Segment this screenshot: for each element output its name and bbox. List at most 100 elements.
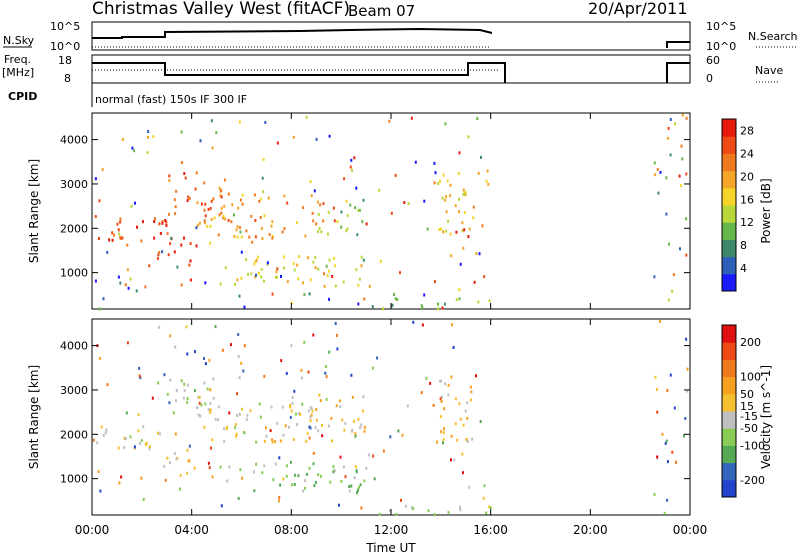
heatmap-cell <box>165 224 168 227</box>
heatmap-cell <box>311 409 314 413</box>
heatmap-cell <box>659 320 662 323</box>
heatmap-cell <box>261 237 264 240</box>
heatmap-cell <box>328 269 331 273</box>
heatmap-cell <box>136 225 138 229</box>
heatmap-cell <box>242 369 245 373</box>
heatmap-cell <box>396 298 399 302</box>
heatmap-cell <box>209 411 212 414</box>
heatmap-cell <box>257 271 260 275</box>
heatmap-cell <box>353 476 356 479</box>
heatmap-cell <box>309 278 312 282</box>
heatmap-cell <box>314 426 317 430</box>
heatmap-cell <box>305 115 308 119</box>
heatmap-cell <box>359 426 362 430</box>
heatmap-cell <box>188 263 191 267</box>
heatmap-cell <box>121 138 124 141</box>
nave-label: Nave <box>755 64 783 77</box>
heatmap-cell <box>354 432 357 436</box>
heatmap-cell <box>234 426 236 430</box>
freq-trace <box>92 62 506 83</box>
heatmap-cell <box>669 153 672 157</box>
heatmap-cell <box>412 320 415 324</box>
heatmap-cell <box>394 297 397 301</box>
heatmap-cell <box>458 197 460 201</box>
heatmap-cell <box>483 484 486 488</box>
heatmap-cell <box>98 237 100 240</box>
heatmap-cell <box>240 276 243 280</box>
heatmap-cell <box>340 225 343 229</box>
heatmap-cell <box>304 234 307 238</box>
heatmap-cell <box>211 475 214 479</box>
heatmap-cell <box>323 284 326 288</box>
heatmap-cell <box>465 438 468 441</box>
heatmap-cell <box>371 305 374 309</box>
heatmap-cell <box>666 498 669 502</box>
heatmap-cell <box>343 428 346 432</box>
heatmap-cell <box>486 169 489 173</box>
heatmap-cell <box>111 238 114 242</box>
heatmap-cell <box>452 346 455 349</box>
colorbar-swatch <box>722 479 736 498</box>
heatmap-cell <box>315 222 318 226</box>
heatmap-cell <box>304 479 307 482</box>
heatmap-cell <box>204 202 207 206</box>
heatmap-cell <box>363 429 366 433</box>
heatmap-cell <box>682 434 685 438</box>
heatmap-cell <box>98 307 101 311</box>
heatmap-cell <box>453 458 456 462</box>
heatmap-cell <box>321 434 324 438</box>
heatmap-cell <box>237 206 240 210</box>
heatmap-cell <box>353 156 356 160</box>
heatmap-cell <box>395 512 398 516</box>
heatmap-cell <box>488 505 491 509</box>
heatmap-cell <box>309 180 312 183</box>
heatmap-cell <box>678 174 681 178</box>
heatmap-cell <box>313 484 316 488</box>
heatmap-cell <box>653 493 656 496</box>
heatmap-cell <box>461 452 464 456</box>
heatmap-cell <box>189 242 192 245</box>
heatmap-cell <box>397 429 400 433</box>
heatmap-cell <box>458 151 461 155</box>
heatmap-cell <box>158 222 161 226</box>
colorbar-swatch <box>722 376 736 395</box>
heatmap-cell <box>259 197 262 201</box>
heatmap-cell <box>113 233 115 237</box>
heatmap-cell <box>355 268 358 272</box>
heatmap-cell <box>278 499 280 503</box>
heatmap-cell <box>263 439 266 443</box>
heatmap-cell <box>238 120 241 124</box>
heatmap-cell <box>464 191 467 195</box>
heatmap-cell <box>108 238 111 242</box>
heatmap-cell <box>330 416 333 420</box>
nave-tick-top: 60 <box>706 54 720 67</box>
heatmap-cell <box>161 221 164 225</box>
heatmap-cell <box>317 473 320 477</box>
heatmap-cell <box>290 409 293 413</box>
heatmap-cell <box>315 418 318 422</box>
heatmap-cell <box>382 307 384 311</box>
colorbar-tick-label: 200 <box>740 336 761 349</box>
heatmap-cell <box>656 410 659 414</box>
heatmap-cell <box>285 474 288 478</box>
nave-tick-bottom: 0 <box>706 72 713 85</box>
heatmap-cell <box>199 414 202 418</box>
nsearch-label: N.Search <box>748 30 798 43</box>
heatmap-cell <box>249 409 252 413</box>
heatmap-cell <box>439 415 442 419</box>
heatmap-cell <box>444 198 447 202</box>
heatmap-cell <box>231 203 234 207</box>
heatmap-cell <box>196 223 199 227</box>
heatmap-cell <box>320 230 323 234</box>
heatmap-cell <box>153 236 156 240</box>
heatmap-cell <box>320 474 322 478</box>
heatmap-cell <box>481 224 484 228</box>
heatmap-cell <box>259 415 262 419</box>
colorbar-swatch <box>722 119 736 137</box>
y-tick-label: 2000 <box>60 222 88 235</box>
heatmap-cell <box>270 405 273 409</box>
heatmap-cell <box>307 370 310 374</box>
heatmap-cell <box>263 214 266 218</box>
heatmap-cell <box>476 117 479 120</box>
